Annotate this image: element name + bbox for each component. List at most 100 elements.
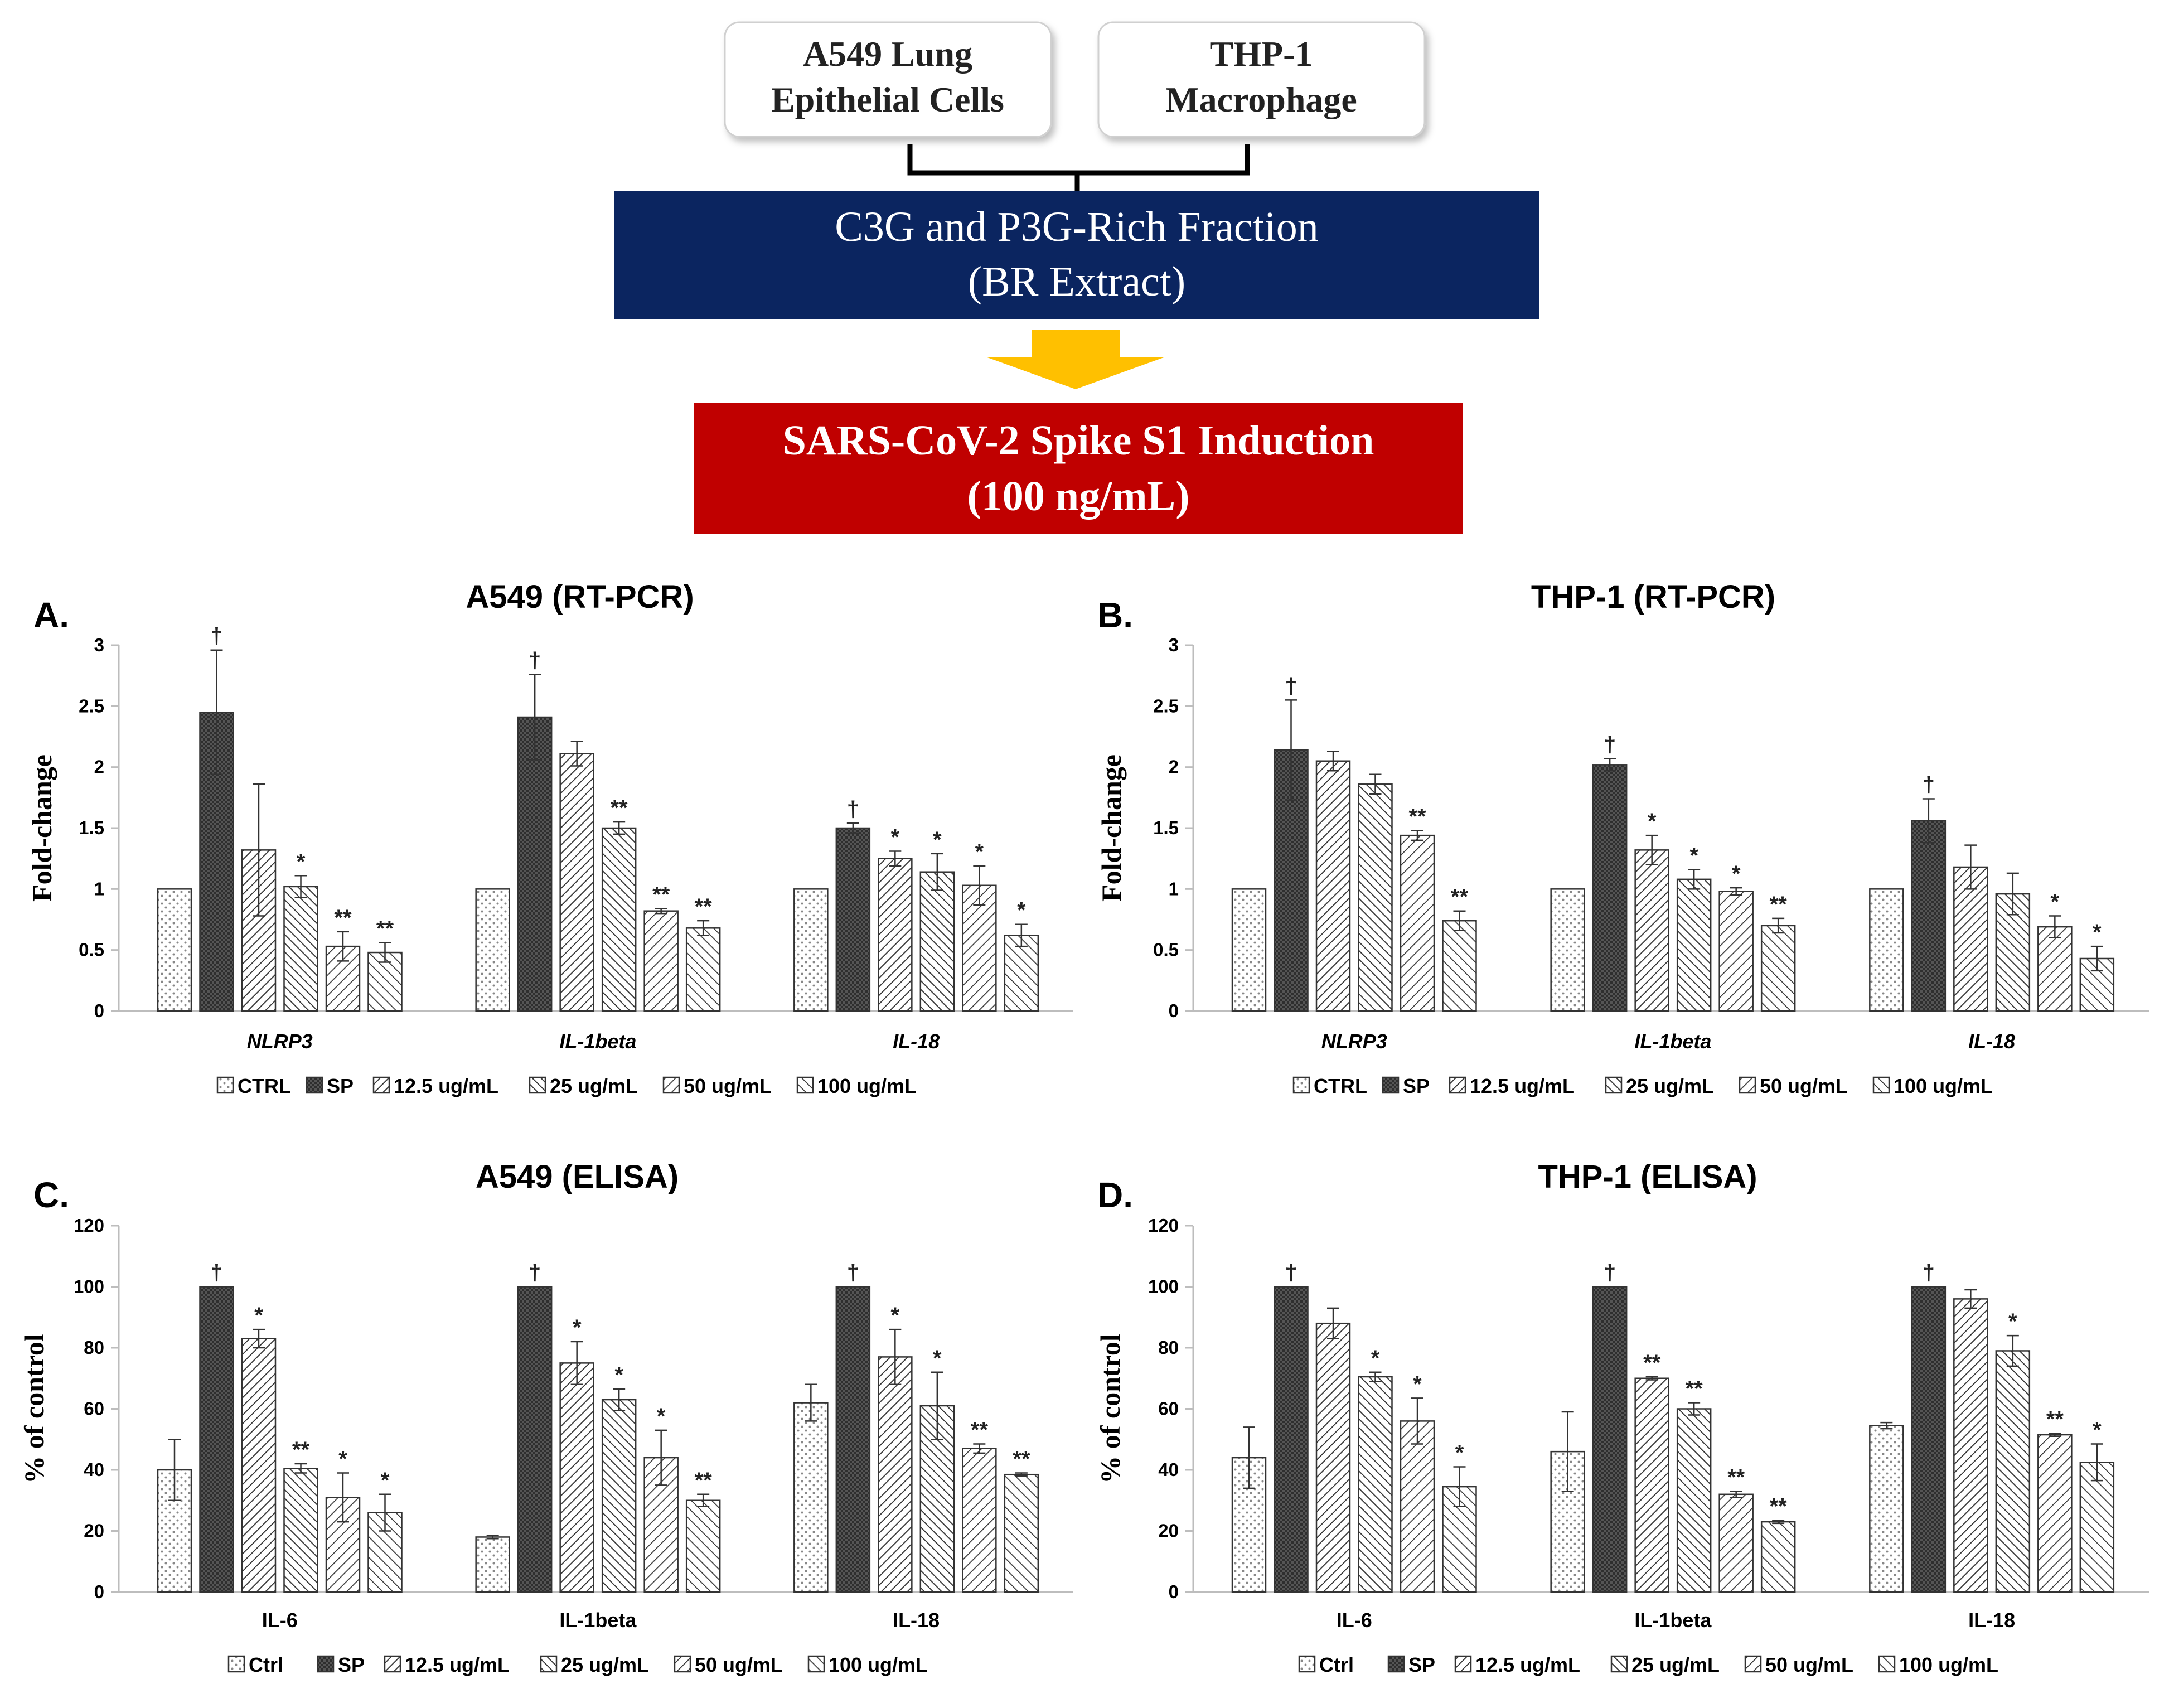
significance-mark: *	[657, 1404, 666, 1429]
bar	[1911, 1286, 1947, 1593]
legend-swatch	[1292, 1076, 1310, 1094]
category-label: IL-1beta	[559, 1609, 637, 1632]
chart-panel-c: C. A549 (ELISA) % of control 0 20 40 60 80 100 12…	[18, 1159, 1073, 1676]
significance-mark: *	[1017, 898, 1026, 923]
significance-mark: *	[1732, 862, 1741, 886]
significance-mark: *	[2093, 920, 2102, 945]
panel-letter: A.	[33, 595, 69, 635]
legend-label: 25 ug/mL	[1626, 1075, 1714, 1097]
y-tick-label: 0.5	[79, 940, 104, 960]
bar	[1592, 1286, 1628, 1593]
significance-mark: *	[1648, 809, 1657, 834]
y-tick-label: 40	[84, 1459, 104, 1480]
significance-mark: **	[376, 917, 394, 941]
significance-mark: *	[614, 1363, 623, 1387]
bar	[1592, 764, 1628, 1012]
legend-swatch	[384, 1655, 401, 1673]
y-tick-label: 2.5	[79, 695, 104, 716]
bar	[559, 753, 594, 1012]
cell-box-thp1-line2: Macrophage	[1165, 80, 1357, 119]
y-tick-label: 1.5	[79, 817, 104, 838]
bar	[199, 1286, 234, 1593]
category-label: IL-1beta	[1634, 1030, 1711, 1053]
category-label: NLRP3	[247, 1030, 313, 1053]
significance-mark: *	[381, 1468, 390, 1493]
cell-box-a549-line2: Epithelial Cells	[771, 80, 1004, 119]
bar	[1442, 920, 1477, 1012]
legend-swatch	[1872, 1076, 1890, 1094]
significance-mark: *	[338, 1446, 347, 1471]
significance-mark: *	[2008, 1309, 2017, 1334]
significance-mark: **	[292, 1438, 310, 1462]
legend-swatch	[1744, 1655, 1762, 1673]
bar	[1315, 760, 1351, 1012]
bar	[1400, 834, 1435, 1012]
extract-box	[614, 191, 1539, 319]
legend-swatch	[1739, 1076, 1756, 1094]
significance-mark: †	[1604, 1261, 1616, 1285]
legend-swatch	[306, 1076, 323, 1094]
significance-mark: **	[652, 882, 670, 907]
legend-swatch	[796, 1076, 814, 1094]
significance-mark: **	[1727, 1465, 1745, 1489]
y-tick-label: 1	[1169, 878, 1179, 899]
y-tick-label: 0	[1169, 1000, 1179, 1021]
bar	[1358, 783, 1393, 1012]
y-tick-label: 2	[94, 757, 104, 777]
bar	[1718, 1493, 1754, 1593]
bar	[517, 716, 553, 1012]
significance-mark: **	[611, 796, 628, 820]
significance-mark: **	[334, 906, 352, 930]
category-label: IL-18	[1968, 1030, 2015, 1053]
y-tick-label: 0	[1169, 1581, 1179, 1602]
y-tick-label: 120	[74, 1215, 104, 1236]
legend-label: 100 ug/mL	[817, 1075, 917, 1097]
significance-mark: *	[2093, 1417, 2102, 1442]
cell-box-thp1-line1: THP-1	[1210, 34, 1313, 74]
legend-swatch	[807, 1655, 825, 1673]
significance-mark: †	[210, 1261, 222, 1285]
legend-label: SP	[327, 1075, 354, 1097]
significance-mark: **	[1408, 804, 1426, 829]
significance-mark: †	[847, 1261, 859, 1285]
category-label: IL-18	[893, 1030, 940, 1053]
chart-title: THP-1 (RT-PCR)	[1531, 579, 1775, 615]
legend-label: 100 ug/mL	[1894, 1075, 1993, 1097]
y-tick-label: 80	[84, 1337, 104, 1358]
legend-swatch	[529, 1076, 546, 1094]
significance-mark: *	[1371, 1346, 1380, 1371]
bar	[1231, 888, 1267, 1012]
significance-mark: †	[1285, 674, 1297, 698]
category-label: IL-6	[1337, 1609, 1372, 1632]
bar	[793, 888, 829, 1012]
bar	[283, 886, 318, 1012]
bar	[1718, 891, 1754, 1012]
bar	[1550, 888, 1585, 1012]
induction-box-line1: SARS-CoV-2 Spike S1 Induction	[783, 417, 1374, 464]
bar	[685, 1499, 721, 1593]
significance-mark: *	[975, 840, 984, 864]
extract-box-line2: (BR Extract)	[968, 258, 1185, 305]
significance-mark: **	[1770, 892, 1788, 917]
legend-swatch	[1387, 1655, 1405, 1673]
legend-label: 100 ug/mL	[829, 1653, 928, 1676]
significance-mark: *	[2051, 889, 2060, 914]
schematic: A549 Lung Epithelial Cells THP-1 Macroph…	[614, 21, 1539, 534]
bar	[1274, 1286, 1309, 1593]
legend-swatch	[1449, 1076, 1466, 1094]
legend-swatch	[1610, 1655, 1628, 1673]
legend-swatch	[1298, 1655, 1316, 1673]
legend-label: CTRL	[1314, 1075, 1367, 1097]
chart-title: A549 (ELISA)	[476, 1159, 679, 1195]
bar	[241, 1338, 277, 1593]
bar	[1760, 1521, 1796, 1593]
category-label: IL-18	[1968, 1609, 2015, 1632]
bar	[2037, 1434, 2073, 1593]
y-tick-label: 2.5	[1153, 695, 1179, 716]
y-tick-label: 0	[94, 1000, 104, 1021]
legend-swatch	[372, 1076, 390, 1094]
legend-swatch	[674, 1655, 691, 1673]
bar	[475, 1536, 510, 1593]
chart-title: THP-1 (ELISA)	[1538, 1159, 1757, 1195]
bar	[1869, 888, 1904, 1012]
